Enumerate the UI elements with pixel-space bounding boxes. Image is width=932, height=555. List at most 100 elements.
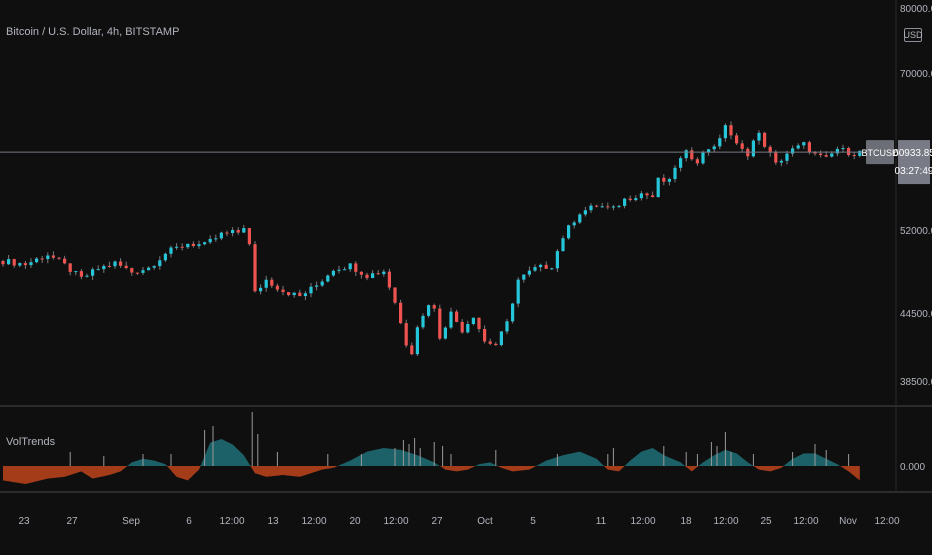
candle-body [813, 152, 817, 154]
candle [662, 174, 666, 186]
candle-body [12, 259, 16, 266]
candle [141, 267, 145, 276]
candle [455, 309, 459, 323]
candle-body [583, 210, 587, 215]
symbol-label-box [866, 140, 894, 165]
candle [443, 326, 447, 340]
candle-body [175, 246, 179, 248]
candle [225, 230, 229, 237]
candle [606, 202, 610, 210]
candle [270, 277, 274, 288]
candle [63, 255, 67, 265]
candle [477, 317, 481, 333]
candle [600, 202, 604, 208]
candle [583, 206, 587, 217]
candle-body [259, 287, 263, 292]
candle-body [757, 132, 761, 141]
candle [427, 304, 431, 318]
candle-body [527, 270, 531, 275]
candle-body [438, 308, 442, 339]
candle [421, 313, 425, 330]
candle [292, 292, 296, 298]
bar-countdown: 03:27:49 [895, 166, 932, 177]
candle-body [824, 155, 828, 157]
candle-body [337, 269, 341, 271]
candle [186, 243, 190, 249]
candle [158, 256, 162, 270]
candle [785, 150, 789, 165]
candle-body [572, 222, 576, 226]
candle-body [779, 160, 783, 163]
candle [275, 283, 279, 292]
candle [242, 224, 246, 234]
candle [555, 249, 559, 273]
candle [516, 277, 520, 308]
candle [337, 265, 341, 274]
candle [113, 260, 117, 269]
symbol-label: BTCUSD [861, 148, 899, 158]
candle [281, 285, 285, 296]
candle [740, 140, 744, 153]
candle-body [578, 214, 582, 223]
candle [628, 195, 632, 202]
candle-body [135, 272, 139, 274]
candle [404, 319, 408, 348]
candle [343, 266, 347, 271]
candle [544, 261, 548, 269]
candle [483, 325, 487, 344]
candle-body [404, 323, 408, 346]
candle-body [791, 148, 795, 154]
candle [634, 195, 638, 202]
candle [74, 270, 78, 276]
candle-body [287, 292, 291, 296]
candle [533, 264, 537, 272]
candle-body [662, 177, 666, 182]
candle-body [651, 195, 655, 198]
time-axis-tick: Sep [122, 516, 140, 527]
candle [29, 258, 33, 268]
candle-body [331, 270, 335, 276]
indicator-title: VolTrends [6, 436, 56, 448]
candle-body [628, 198, 632, 201]
candle [729, 121, 733, 140]
candle [757, 130, 761, 145]
candle-body [673, 167, 677, 180]
candle-body [91, 269, 95, 276]
candle-body [18, 263, 22, 266]
candle-body [835, 149, 839, 154]
candle [410, 342, 414, 356]
candle-body [701, 152, 705, 164]
candle-body [410, 345, 414, 355]
candle-body [197, 244, 201, 247]
candle-body [611, 206, 615, 208]
candle-body [847, 148, 851, 156]
candle-body [74, 271, 78, 273]
candle [298, 289, 302, 297]
last-price-box [898, 140, 930, 185]
candle [214, 234, 218, 242]
candle-body [623, 198, 627, 206]
candle-body [561, 238, 565, 252]
candle-body [124, 265, 128, 269]
candle [768, 145, 772, 157]
candle-body [796, 145, 800, 149]
candle [309, 283, 313, 298]
candle-body [1, 260, 5, 265]
last-price-value: 60933.85 [893, 148, 932, 159]
candle [746, 147, 750, 160]
candle-body [768, 146, 772, 153]
candle [18, 262, 22, 268]
currency-button[interactable]: USD [903, 28, 923, 42]
candle [695, 157, 699, 166]
candle [382, 269, 386, 277]
candle-body [494, 343, 498, 346]
candle-body [85, 275, 89, 277]
candle-body [152, 266, 156, 268]
candle [326, 274, 330, 283]
candle-body [141, 270, 145, 273]
candle-body [511, 303, 515, 322]
candle-body [533, 267, 537, 271]
candle-body [348, 263, 352, 270]
